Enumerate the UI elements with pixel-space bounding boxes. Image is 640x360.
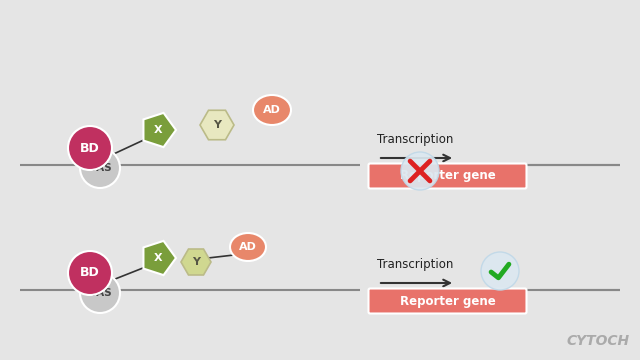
Polygon shape	[181, 249, 211, 275]
Circle shape	[80, 273, 120, 313]
Text: AD: AD	[263, 105, 281, 115]
FancyBboxPatch shape	[369, 163, 527, 189]
Text: Y: Y	[213, 120, 221, 130]
Circle shape	[481, 252, 519, 290]
Text: CYTOCH: CYTOCH	[567, 334, 630, 348]
Circle shape	[68, 126, 112, 170]
Circle shape	[80, 148, 120, 188]
Text: Transcription: Transcription	[377, 258, 453, 271]
Polygon shape	[143, 241, 176, 275]
Text: Reporter gene: Reporter gene	[399, 294, 495, 307]
Polygon shape	[143, 113, 176, 147]
Text: AD: AD	[239, 242, 257, 252]
Text: UAS: UAS	[88, 163, 112, 173]
Text: Transcription: Transcription	[377, 133, 453, 146]
Ellipse shape	[230, 233, 266, 261]
Text: BD: BD	[80, 266, 100, 279]
Circle shape	[401, 152, 439, 190]
FancyBboxPatch shape	[369, 288, 527, 314]
Text: Reporter gene: Reporter gene	[399, 170, 495, 183]
Circle shape	[68, 251, 112, 295]
Ellipse shape	[253, 95, 291, 125]
Text: BD: BD	[80, 141, 100, 154]
Text: X: X	[154, 125, 163, 135]
Text: UAS: UAS	[88, 288, 112, 298]
Text: X: X	[154, 253, 163, 263]
Text: Y: Y	[192, 257, 200, 267]
Polygon shape	[200, 110, 234, 140]
